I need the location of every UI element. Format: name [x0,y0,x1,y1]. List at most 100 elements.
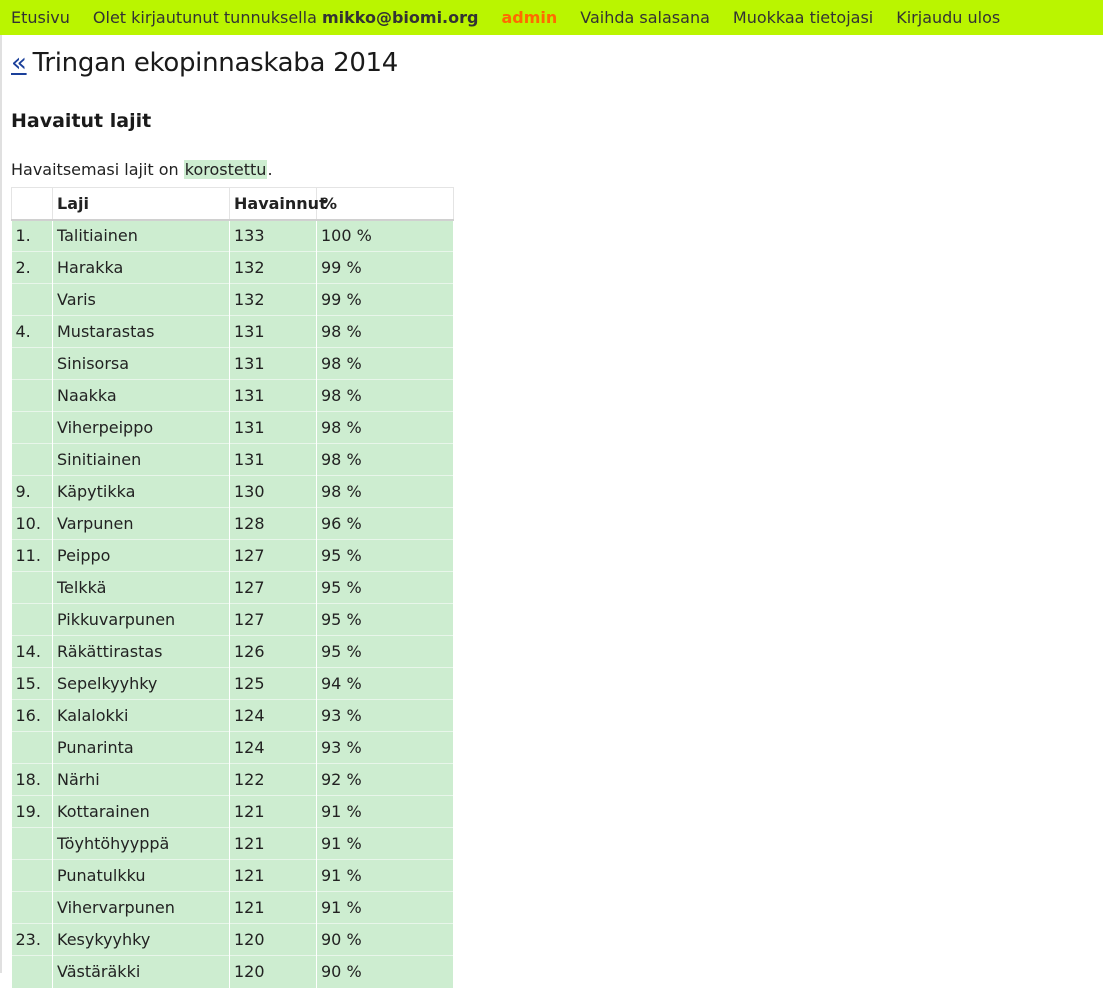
cell-percent: 99 % [316,283,454,316]
left-border [0,35,2,973]
table-row: 9. Käpytikka 130 98 % [11,475,454,508]
cell-species: Viherpeippo [52,411,230,444]
cell-species: Kottarainen [52,795,230,828]
header-rank [11,187,53,221]
cell-percent: 96 % [316,507,454,540]
cell-rank [11,859,53,892]
cell-percent: 90 % [316,955,454,988]
login-username: mikko@biomi.org [321,8,479,27]
cell-rank: 14. [11,635,53,668]
cell-rank: 23. [11,923,53,956]
cell-rank [11,827,53,860]
cell-species: Töyhtöhyyppä [52,827,230,860]
nav-admin-link[interactable]: admin [501,8,558,27]
cell-rank: 16. [11,699,53,732]
intro-prefix: Havaitsemasi lajit on [11,160,179,179]
table-row: Västäräkki 120 90 % [11,955,454,988]
cell-percent: 98 % [316,475,454,508]
table-row: 18. Närhi 122 92 % [11,763,454,796]
cell-species: Kesykyyhky [52,923,230,956]
page-title-text: Tringan ekopinnaskaba 2014 [32,48,399,78]
table-row: Vihervarpunen 121 91 % [11,891,454,924]
cell-species: Peippo [52,539,230,572]
cell-observers: 131 [229,443,317,476]
table-row: Pikkuvarpunen 127 95 % [11,603,454,636]
cell-rank [11,411,53,444]
top-nav-bar: Etusivu Olet kirjautunut tunnuksella mik… [0,0,1103,35]
cell-rank: 9. [11,475,53,508]
cell-observers: 121 [229,795,317,828]
cell-species: Varpunen [52,507,230,540]
cell-observers: 127 [229,539,317,572]
cell-rank: 11. [11,539,53,572]
cell-rank [11,603,53,636]
cell-observers: 120 [229,955,317,988]
cell-species: Punarinta [52,731,230,764]
cell-observers: 128 [229,507,317,540]
cell-species: Pikkuvarpunen [52,603,230,636]
cell-observers: 130 [229,475,317,508]
cell-rank [11,347,53,380]
table-row: 19. Kottarainen 121 91 % [11,795,454,828]
cell-species: Varis [52,283,230,316]
cell-species: Käpytikka [52,475,230,508]
cell-observers: 125 [229,667,317,700]
table-row: 11. Peippo 127 95 % [11,539,454,572]
cell-rank [11,379,53,412]
cell-rank: 2. [11,251,53,284]
cell-percent: 100 % [316,219,454,252]
cell-observers: 131 [229,379,317,412]
cell-observers: 131 [229,347,317,380]
table-row: Naakka 131 98 % [11,379,454,412]
cell-rank [11,891,53,924]
cell-species: Västäräkki [52,955,230,988]
cell-rank [11,443,53,476]
cell-observers: 132 [229,283,317,316]
cell-percent: 98 % [316,347,454,380]
cell-observers: 126 [229,635,317,668]
cell-percent: 94 % [316,667,454,700]
back-link[interactable]: « [11,48,27,78]
nav-edit-profile-link[interactable]: Muokkaa tietojasi [732,8,874,27]
cell-observers: 124 [229,699,317,732]
cell-rank: 10. [11,507,53,540]
cell-percent: 98 % [316,315,454,348]
login-prefix: Olet kirjautunut tunnuksella [92,8,317,27]
nav-home-link[interactable]: Etusivu [11,8,70,27]
nav-logout-link[interactable]: Kirjaudu ulos [896,8,1001,27]
cell-species: Punatulkku [52,859,230,892]
table-row: 23. Kesykyyhky 120 90 % [11,923,454,956]
cell-percent: 95 % [316,603,454,636]
cell-rank: 19. [11,795,53,828]
cell-species: Räkättirastas [52,635,230,668]
cell-rank: 18. [11,763,53,796]
cell-species: Sepelkyyhky [52,667,230,700]
table-row: Varis 132 99 % [11,283,454,316]
cell-rank: 4. [11,315,53,348]
cell-percent: 92 % [316,763,454,796]
cell-observers: 127 [229,571,317,604]
cell-percent: 91 % [316,891,454,924]
header-species: Laji [52,187,230,221]
cell-species: Sinisorsa [52,347,230,380]
cell-rank [11,955,53,988]
table-row: 4. Mustarastas 131 98 % [11,315,454,348]
cell-percent: 95 % [316,571,454,604]
cell-observers: 131 [229,315,317,348]
table-row: Telkkä 127 95 % [11,571,454,604]
species-table: Laji Havainnut % 1. Talitiainen 133 100 % 2.… [11,187,454,988]
cell-observers: 133 [229,219,317,252]
cell-percent: 91 % [316,859,454,892]
cell-observers: 132 [229,251,317,284]
cell-species: Naakka [52,379,230,412]
cell-observers: 124 [229,731,317,764]
table-row: Töyhtöhyyppä 121 91 % [11,827,454,860]
cell-species: Telkkä [52,571,230,604]
cell-rank [11,731,53,764]
cell-observers: 120 [229,923,317,956]
nav-change-password-link[interactable]: Vaihda salasana [580,8,710,27]
cell-rank [11,571,53,604]
header-observers: Havainnut [229,187,327,221]
cell-species: Talitiainen [52,219,230,252]
cell-percent: 98 % [316,411,454,444]
